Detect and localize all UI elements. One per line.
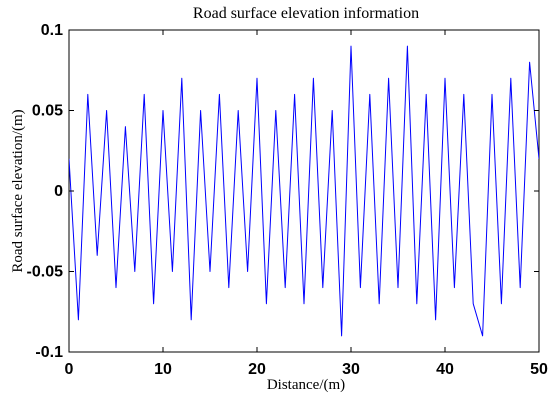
y-tick-label: -0.1 (35, 344, 63, 361)
x-tick-label: 20 (248, 361, 266, 378)
y-tick-label: 0.05 (32, 103, 63, 120)
x-axis-ticks: 0 10 20 30 40 50 (65, 30, 548, 378)
x-axis-label: Distance/(m) (267, 377, 345, 393)
y-axis-label: Road surface elevation/(m) (10, 109, 26, 272)
elevation-series-line (69, 45, 539, 337)
y-axis-ticks: -0.1 -0.05 0 0.05 0.1 (27, 22, 539, 361)
x-tick-label: 40 (436, 361, 454, 378)
x-tick-label: 10 (154, 361, 172, 378)
y-tick-label: 0.1 (41, 22, 63, 39)
chart-title: Road surface elevation information (193, 5, 419, 22)
y-tick-label: -0.05 (27, 264, 64, 281)
y-tick-label: 0 (54, 183, 63, 200)
x-tick-label: 30 (342, 361, 360, 378)
x-tick-label: 50 (530, 361, 548, 378)
x-tick-label: 0 (65, 361, 74, 378)
